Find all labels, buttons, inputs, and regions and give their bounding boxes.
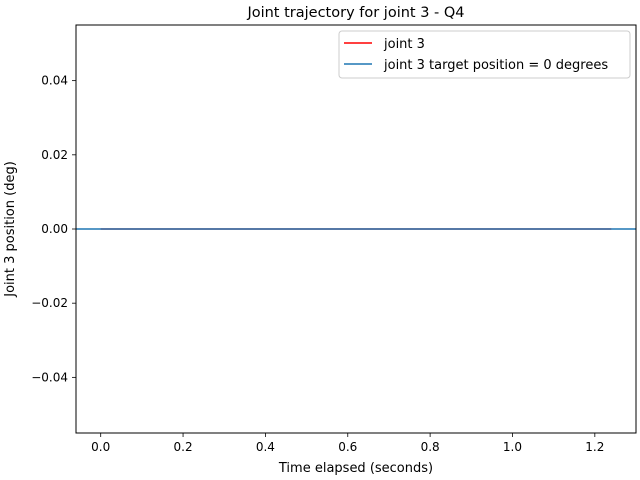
y-tick-label: 0.02 (41, 148, 68, 162)
x-tick-label: 1.2 (585, 440, 604, 454)
x-axis-ticks: 0.0 0.2 0.4 0.6 0.8 1.0 1.2 (91, 433, 604, 454)
x-tick-label: 0.8 (421, 440, 440, 454)
x-tick-label: 0.6 (338, 440, 357, 454)
legend-label-joint-3: joint 3 (383, 37, 425, 52)
plot-frame (75, 24, 637, 434)
legend-label-target-position: joint 3 target position = 0 degrees (383, 58, 608, 73)
legend-box (338, 30, 631, 79)
y-tick-label: 0.00 (41, 222, 68, 236)
y-tick-label: 0.04 (41, 74, 68, 88)
x-tick-label: 1.0 (503, 440, 522, 454)
chart-title: Joint trajectory for joint 3 - Q4 (246, 5, 464, 21)
x-axis-label: Time elapsed (seconds) (278, 461, 433, 476)
x-tick-label: 0.4 (256, 440, 275, 454)
y-tick-label: −0.02 (31, 296, 68, 310)
y-axis-ticks: −0.04 −0.02 0.00 0.02 0.04 (31, 74, 76, 384)
y-tick-label: −0.04 (31, 370, 68, 384)
legend: joint 3 joint 3 target position = 0 degr… (338, 30, 631, 79)
x-tick-label: 0.2 (174, 440, 193, 454)
x-tick-label: 0.0 (91, 440, 110, 454)
y-axis-label: Joint 3 position (deg) (3, 161, 18, 298)
